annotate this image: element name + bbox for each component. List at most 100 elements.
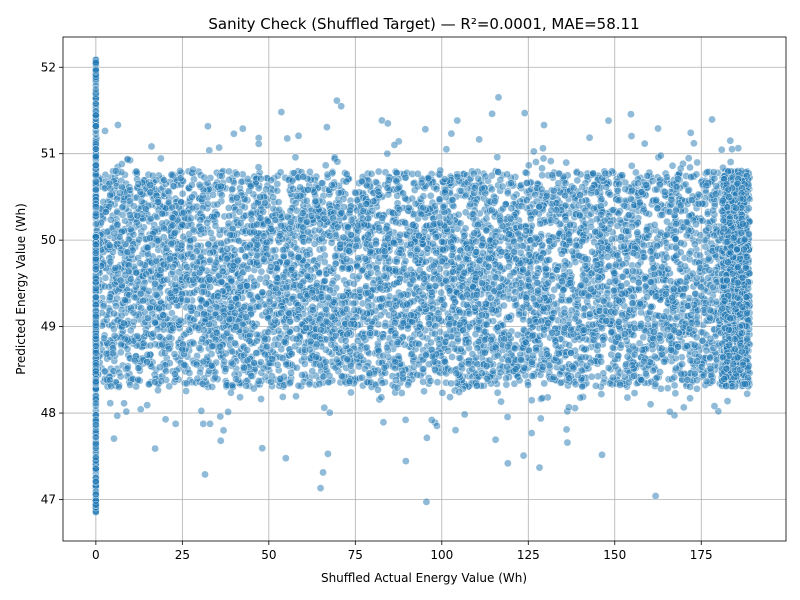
data-point [499, 293, 508, 301]
data-point [254, 377, 263, 385]
data-point [366, 247, 375, 256]
data-point [431, 365, 439, 374]
data-point [419, 192, 428, 201]
data-point [349, 299, 358, 308]
data-point [209, 191, 217, 199]
data-point [437, 288, 445, 297]
data-point [426, 191, 435, 200]
data-point [382, 224, 391, 233]
data-point [296, 183, 304, 192]
data-point [165, 345, 173, 353]
data-point [697, 363, 706, 371]
data-point [663, 173, 671, 181]
data-point [267, 176, 275, 184]
data-point [208, 383, 217, 391]
data-point [550, 285, 559, 294]
data-point [507, 179, 515, 187]
data-point [603, 289, 612, 298]
data-point [235, 237, 243, 245]
data-point [679, 292, 688, 300]
data-point [426, 377, 435, 385]
data-point [168, 309, 176, 318]
data-point [273, 361, 282, 369]
data-point [556, 378, 565, 387]
data-point [466, 200, 475, 209]
data-point [242, 382, 251, 390]
data-point [401, 173, 410, 182]
data-point [116, 372, 125, 381]
data-point [180, 361, 189, 369]
data-point [606, 190, 615, 199]
data-point [655, 180, 664, 189]
data-point [217, 191, 226, 200]
data-point [134, 364, 143, 372]
data-point [683, 376, 692, 384]
data-point [273, 180, 282, 188]
data-point [454, 210, 463, 219]
data-point [660, 357, 668, 366]
data-point [540, 379, 549, 388]
data-point [710, 174, 719, 183]
data-point [581, 206, 590, 215]
data-point [235, 207, 244, 216]
data-point [273, 186, 282, 195]
data-point [458, 282, 467, 290]
data-point [378, 379, 387, 387]
data-point [690, 340, 699, 349]
data-point [106, 191, 115, 200]
data-point [672, 220, 680, 228]
data-point [220, 357, 229, 366]
data-point [233, 170, 241, 179]
data-point [185, 369, 194, 377]
data-point [589, 169, 597, 178]
data-point [693, 376, 701, 385]
data-point [703, 168, 712, 176]
data-point [648, 177, 657, 185]
data-point [658, 211, 667, 219]
data-point [643, 172, 651, 180]
data-point [260, 255, 268, 264]
data-point [267, 377, 276, 386]
data-point [178, 189, 187, 198]
data-point [243, 175, 252, 183]
data-point [392, 376, 400, 385]
data-point [611, 362, 620, 371]
data-point [608, 235, 616, 243]
data-point [419, 377, 427, 386]
data-point [211, 373, 220, 382]
data-point [225, 175, 233, 184]
data-point [516, 248, 525, 257]
data-point [167, 170, 176, 179]
data-point [276, 375, 285, 383]
data-point [626, 194, 635, 203]
data-point [685, 249, 694, 258]
data-point [292, 244, 301, 253]
data-point [126, 211, 134, 219]
data-point [551, 341, 560, 350]
data-point [196, 216, 205, 224]
data-point [139, 339, 148, 348]
data-point [241, 252, 250, 261]
data-point [571, 314, 579, 323]
data-point [706, 353, 715, 362]
data-point [640, 241, 648, 250]
data-point [319, 244, 328, 253]
data-point [561, 179, 570, 188]
data-point [666, 277, 675, 286]
data-point [424, 174, 433, 182]
data-point [230, 246, 239, 255]
data-point [427, 338, 435, 347]
data-point [308, 367, 317, 376]
data-point [413, 169, 422, 178]
data-point [132, 268, 140, 277]
data-point [368, 207, 377, 215]
data-point [524, 381, 532, 389]
data-point [511, 288, 520, 296]
data-point [323, 170, 332, 179]
data-point [578, 382, 587, 391]
data-point [432, 185, 441, 193]
data-point [433, 378, 442, 387]
data-point [591, 382, 600, 390]
data-point [634, 179, 642, 188]
